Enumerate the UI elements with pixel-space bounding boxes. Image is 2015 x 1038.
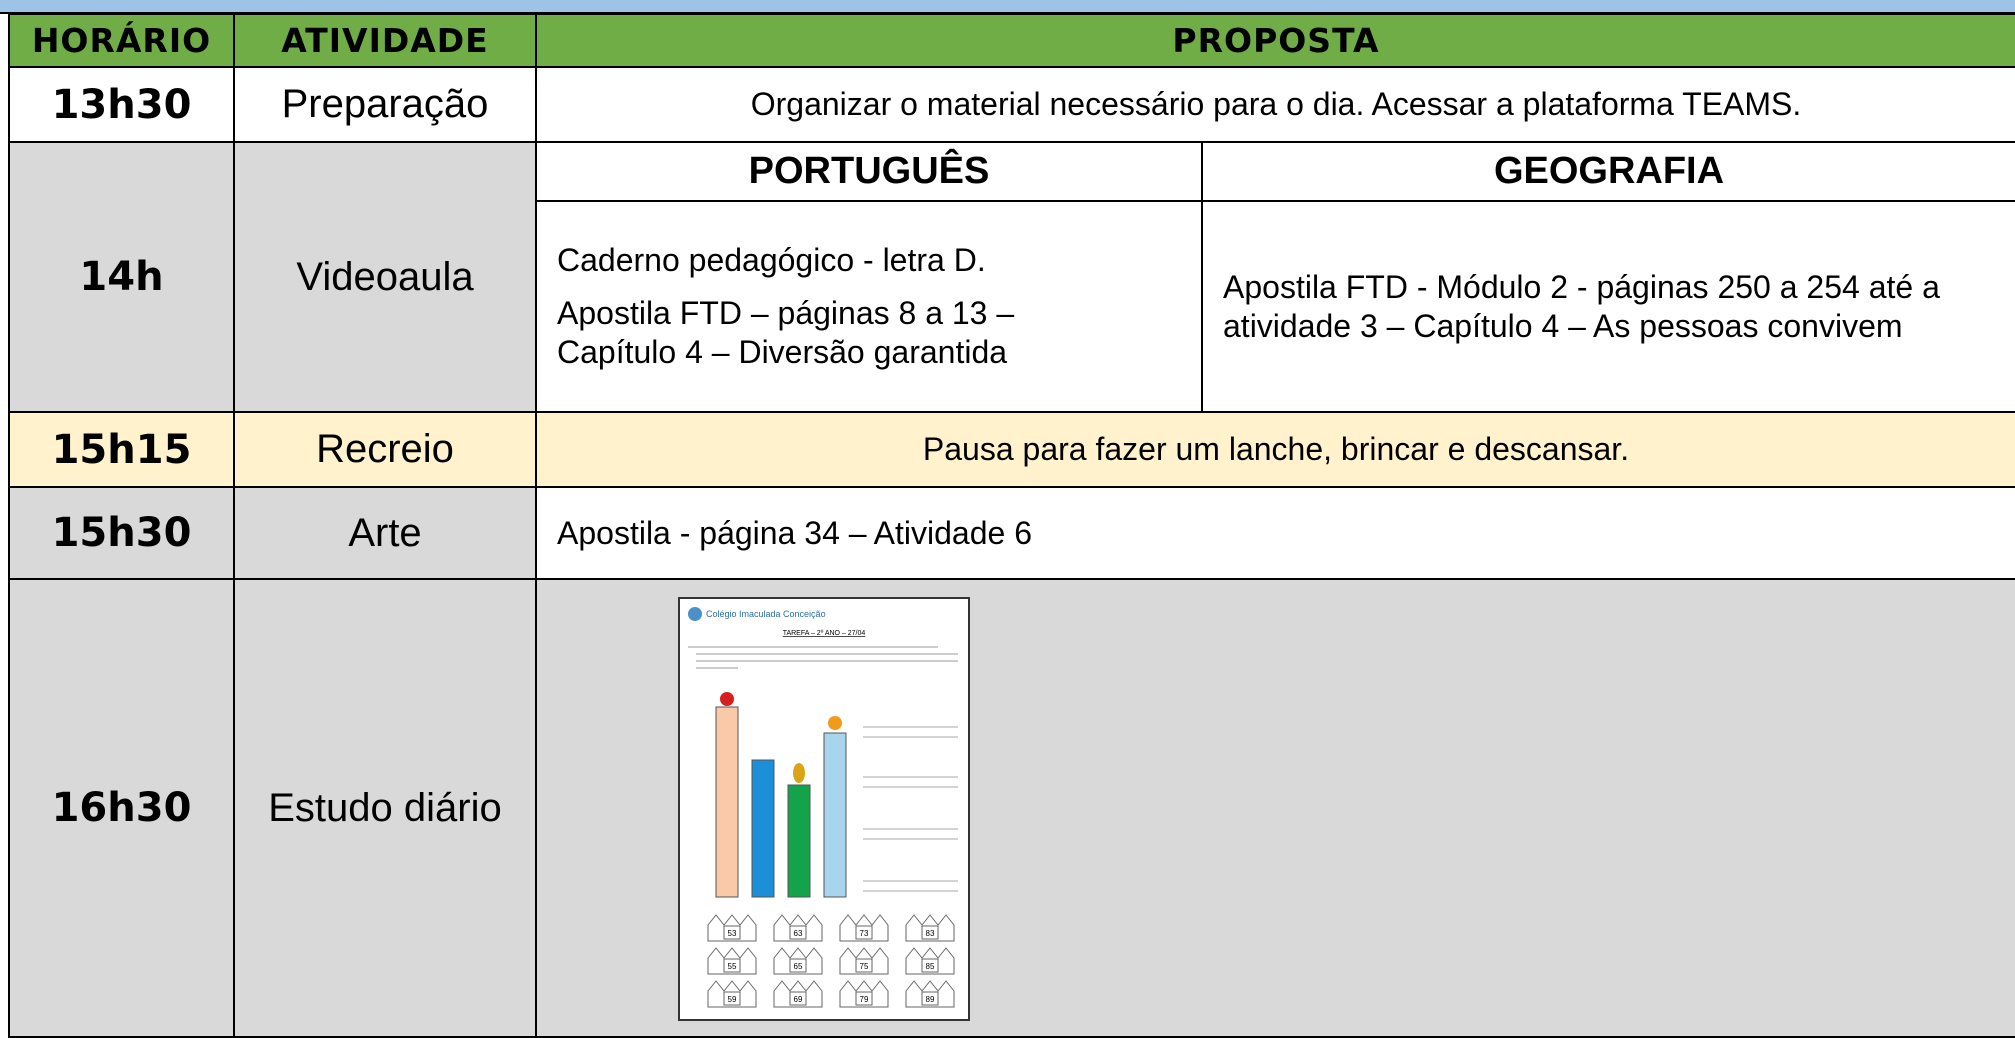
number-box: [855, 925, 873, 940]
house-number: 53: [728, 929, 737, 938]
header-cell: HORÁRIO: [8, 13, 235, 68]
house-number: 75: [860, 962, 869, 971]
number-houses: 53 63 73 83 55 65 75 85 59 69 79 89: [707, 914, 955, 1008]
school-name: Colégio Imaculada Conceição: [706, 609, 826, 619]
logo: [688, 607, 702, 621]
content-line: Apostila FTD – páginas 8 a 13 – Capítulo…: [557, 295, 1015, 370]
subject-content: Caderno pedagógico - letra D. Apostila F…: [535, 200, 1203, 413]
number-box: [723, 958, 741, 973]
activity-cell: Estudo diário: [233, 578, 537, 1038]
number-box: [789, 925, 807, 940]
bar-illustration: [715, 692, 847, 898]
house-number: 55: [728, 962, 737, 971]
proposal-cell: Apostila - página 34 – Atividade 6: [535, 486, 2015, 580]
house-number: 73: [860, 929, 869, 938]
house-number: 85: [926, 962, 935, 971]
text-lines: [688, 646, 958, 669]
house-number: 69: [794, 995, 803, 1004]
house-number: 83: [926, 929, 935, 938]
header-cell: PROPOSTA: [535, 13, 2015, 68]
house-number: 65: [794, 962, 803, 971]
number-box: [855, 991, 873, 1006]
activity-cell: Preparação: [233, 66, 537, 143]
worksheet-image: Colégio Imaculada Conceição TAREFA – 2º …: [678, 597, 970, 1021]
proposal-cell: Organizar o material necessário para o d…: [535, 66, 2015, 143]
house-number: 89: [926, 995, 935, 1004]
content-line: Caderno pedagógico - letra D.: [557, 242, 986, 278]
time-cell: 16h30: [8, 578, 235, 1038]
time-cell: 15h30: [8, 486, 235, 580]
subject-header: PORTUGUÊS: [535, 141, 1203, 202]
number-box: [921, 991, 939, 1006]
number-box: [855, 958, 873, 973]
proposal-cell: Pausa para fazer um lanche, brincar e de…: [535, 411, 2015, 488]
activity-cell: Arte: [233, 486, 537, 580]
activity-cell: Videoaula: [233, 141, 537, 413]
number-box: [723, 991, 741, 1006]
number-box: [723, 925, 741, 940]
subject-header: GEOGRAFIA: [1201, 141, 2015, 202]
time-cell: 13h30: [8, 66, 235, 143]
top-band: [0, 0, 2015, 14]
header-cell: ATIVIDADE: [233, 13, 537, 68]
house-number: 63: [794, 929, 803, 938]
activity-cell: Recreio: [233, 411, 537, 488]
number-box: [789, 958, 807, 973]
house-number: 79: [860, 995, 869, 1004]
question-lines: [863, 726, 958, 892]
number-box: [789, 991, 807, 1006]
number-box: [921, 958, 939, 973]
subject-content: Apostila FTD - Módulo 2 - páginas 250 a …: [1201, 200, 2015, 413]
time-cell: 14h: [8, 141, 235, 413]
house-number: 59: [728, 995, 737, 1004]
number-box: [921, 925, 939, 940]
content-line: Apostila FTD - Módulo 2 - páginas 250 a …: [1223, 268, 1940, 344]
worksheet-title: TAREFA – 2º ANO – 27/04: [783, 630, 866, 637]
time-cell: 15h15: [8, 411, 235, 488]
